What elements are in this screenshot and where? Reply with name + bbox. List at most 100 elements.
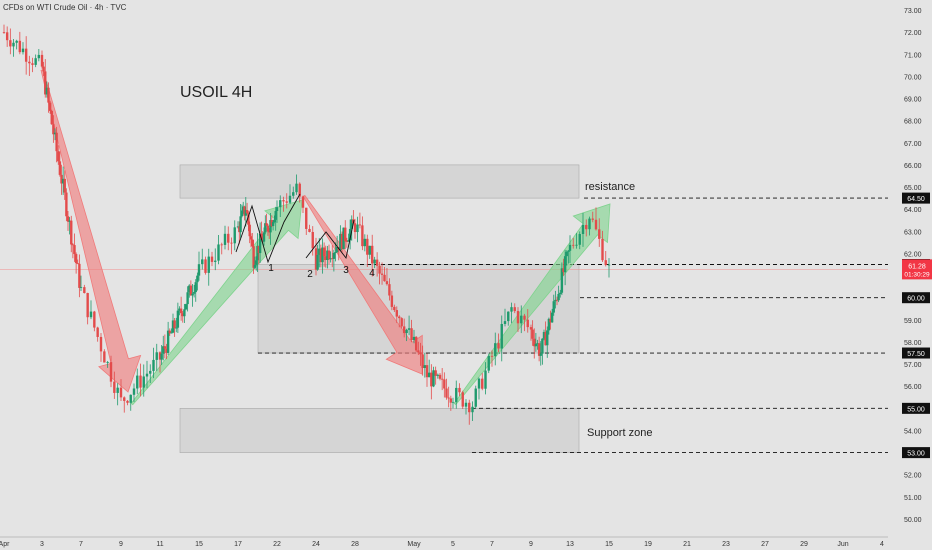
candle-body [248, 224, 251, 237]
candle-body [305, 207, 308, 229]
candle-body [171, 320, 175, 333]
candle-body [414, 336, 418, 351]
candle-body [210, 256, 214, 262]
candle-body [73, 245, 76, 255]
candle-body [375, 259, 379, 266]
wave-label: 1 [268, 263, 274, 274]
candle-body [113, 381, 116, 393]
y-tick-label: 72.00 [904, 30, 922, 37]
candle-body [47, 87, 50, 103]
candle-body [252, 246, 255, 268]
candle-body [214, 260, 217, 262]
candle-body [334, 251, 337, 253]
y-tick-label: 69.00 [904, 97, 922, 104]
candle-body [129, 394, 132, 403]
wave-label: 2 [307, 269, 313, 280]
candle-body [65, 192, 68, 217]
x-tick-label: 13 [566, 541, 574, 548]
candle-body [520, 315, 523, 324]
candle-body [301, 196, 305, 208]
candle-body [257, 245, 260, 254]
candle-body [363, 238, 367, 247]
candle-body [348, 228, 352, 241]
candle-body [373, 259, 376, 264]
candle-body [507, 311, 510, 322]
price-zone [179, 164, 580, 199]
candle-body [526, 319, 529, 328]
candle-body [60, 174, 63, 184]
candle-body [173, 320, 176, 329]
candle-body [474, 388, 477, 407]
candle-body [183, 309, 186, 317]
x-tick-label: 4 [880, 541, 884, 548]
x-tick-label: 15 [605, 541, 613, 548]
y-tick-label: 51.00 [904, 495, 922, 502]
candle-body [239, 216, 242, 233]
candle-body [350, 219, 353, 229]
candle-body [324, 256, 327, 261]
candle-body [468, 402, 471, 413]
x-tick-label: 21 [683, 541, 691, 548]
candle-body [261, 239, 264, 242]
candle-body [314, 248, 318, 270]
candle-body [604, 260, 607, 265]
candle-body [494, 343, 497, 357]
y-tick-label: 70.00 [904, 74, 922, 81]
candle-body [550, 312, 554, 323]
candle-body [178, 308, 181, 311]
candle-body [443, 379, 446, 389]
y-tick-label: 50.00 [904, 517, 922, 524]
candle-body [204, 259, 207, 273]
support-zone-label: Support zone [587, 427, 652, 439]
candle-body [240, 210, 244, 217]
candle-body [9, 40, 12, 47]
candle-body [371, 245, 374, 264]
candle-body [93, 311, 96, 328]
candle-body [189, 285, 193, 296]
candle-body [197, 264, 201, 276]
candle-body [285, 201, 288, 203]
candle-body [28, 61, 31, 64]
x-tick-label: May [407, 541, 421, 548]
candle-body [500, 323, 503, 349]
candle-body [227, 233, 230, 243]
candle-body [347, 240, 350, 242]
candle-body [136, 375, 139, 389]
candle-body [356, 224, 359, 233]
candle-body [327, 250, 331, 260]
candle-body [458, 387, 461, 393]
candle-body [236, 226, 240, 228]
x-tick-label: 27 [761, 541, 769, 548]
candle-body [432, 370, 435, 387]
candle-body [126, 400, 129, 403]
candle-body [184, 304, 188, 310]
y-tick-label: 71.00 [904, 52, 922, 59]
candle-body [318, 248, 321, 255]
candle-body [24, 48, 28, 62]
candle-body [251, 239, 254, 247]
candle-body [55, 132, 58, 152]
candle-body [531, 329, 534, 339]
candle-body [557, 293, 560, 301]
y-tick-label: 63.00 [904, 229, 922, 236]
candle-body [588, 218, 591, 230]
candle-body [179, 308, 183, 314]
candle-body [430, 372, 433, 387]
y-tick-label: 68.00 [904, 119, 922, 126]
candle-body [99, 336, 103, 352]
candle-body [176, 310, 180, 328]
candle-body [308, 228, 311, 232]
candle-body [298, 183, 301, 197]
y-tick-label: 67.00 [904, 141, 922, 148]
candle-body [447, 397, 450, 399]
price-level-label: 55.00 [907, 406, 925, 413]
candle-body [451, 401, 455, 403]
candle-body [260, 233, 263, 240]
candle-body [275, 207, 279, 212]
candle-body [230, 242, 233, 244]
wave-label: 3 [343, 265, 349, 276]
candle-body [242, 206, 245, 211]
candle-body [368, 245, 371, 255]
candle-body [321, 247, 324, 263]
